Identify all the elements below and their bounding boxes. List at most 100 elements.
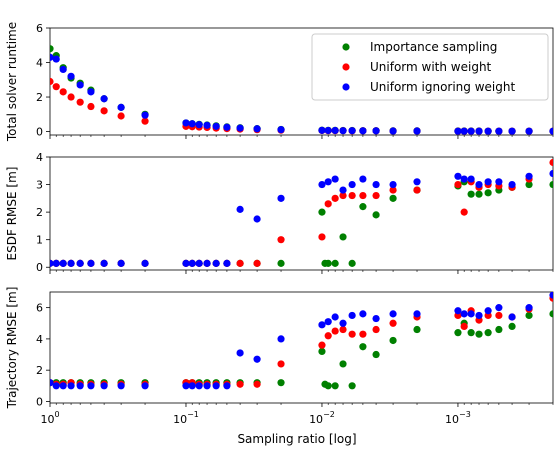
data-point-importance-sampling xyxy=(508,322,516,330)
data-point-uniform-ignoring-weight xyxy=(339,186,347,194)
data-point-uniform-with-weight xyxy=(460,208,468,216)
data-point-uniform-with-weight xyxy=(413,186,421,194)
legend-marker-importance-sampling xyxy=(342,43,350,51)
data-point-uniform-ignoring-weight xyxy=(324,126,332,135)
data-point-uniform-ignoring-weight xyxy=(318,180,326,189)
data-point-uniform-with-weight xyxy=(318,233,326,241)
data-point-uniform-ignoring-weight xyxy=(76,81,84,89)
data-point-uniform-with-weight xyxy=(141,117,149,125)
data-point-uniform-with-weight xyxy=(331,194,339,202)
data-point-uniform-with-weight xyxy=(331,327,339,335)
data-point-uniform-ignoring-weight xyxy=(331,175,339,183)
data-point-importance-sampling xyxy=(324,259,332,267)
data-point-importance-sampling xyxy=(50,45,54,53)
data-point-uniform-with-weight xyxy=(324,200,332,208)
data-point-uniform-with-weight xyxy=(460,322,468,330)
data-point-uniform-ignoring-weight xyxy=(203,121,211,129)
data-point-uniform-ignoring-weight xyxy=(454,127,462,135)
data-point-uniform-ignoring-weight xyxy=(67,259,75,267)
data-point-uniform-ignoring-weight xyxy=(413,310,421,318)
data-point-uniform-ignoring-weight xyxy=(331,313,339,321)
data-point-uniform-with-weight xyxy=(372,325,380,334)
data-point-uniform-ignoring-weight xyxy=(454,307,462,315)
panel-trajectory-rmse-m: 0 2 4 6 Trajectory RMSE [m] xyxy=(5,287,554,409)
x-tick-label: 10−2 xyxy=(309,410,335,426)
data-point-uniform-ignoring-weight xyxy=(460,127,468,135)
data-point-uniform-ignoring-weight xyxy=(372,180,380,189)
data-point-uniform-ignoring-weight xyxy=(467,127,475,135)
data-point-importance-sampling xyxy=(549,180,553,189)
data-point-uniform-ignoring-weight xyxy=(495,178,503,186)
legend-entry-uniform-ignoring-weight: Uniform ignoring weight xyxy=(370,80,515,94)
data-point-uniform-ignoring-weight xyxy=(87,88,95,96)
data-point-uniform-ignoring-weight xyxy=(508,180,516,189)
data-point-importance-sampling xyxy=(372,211,380,219)
data-point-importance-sampling xyxy=(348,259,356,267)
y-axis-label: ESDF RMSE [m] xyxy=(5,167,19,261)
data-point-uniform-ignoring-weight xyxy=(549,127,553,135)
data-point-uniform-ignoring-weight xyxy=(203,259,211,267)
data-point-uniform-ignoring-weight xyxy=(195,259,203,267)
data-point-uniform-with-weight xyxy=(339,325,347,334)
data-point-uniform-ignoring-weight xyxy=(100,259,108,267)
data-point-uniform-ignoring-weight xyxy=(59,65,67,74)
data-point-importance-sampling xyxy=(331,382,339,390)
data-point-uniform-ignoring-weight xyxy=(236,124,244,132)
data-point-uniform-ignoring-weight xyxy=(549,169,553,178)
data-point-uniform-ignoring-weight xyxy=(318,321,326,329)
data-point-uniform-with-weight xyxy=(59,88,67,96)
data-point-uniform-ignoring-weight xyxy=(549,292,553,299)
data-point-uniform-with-weight xyxy=(100,107,108,115)
data-point-uniform-ignoring-weight xyxy=(475,180,483,189)
data-point-uniform-ignoring-weight xyxy=(212,122,220,130)
data-point-uniform-with-weight xyxy=(87,102,95,111)
data-point-uniform-with-weight xyxy=(277,236,285,244)
legend-entry-uniform-with-weight: Uniform with weight xyxy=(370,60,492,74)
data-point-importance-sampling xyxy=(348,382,356,390)
data-point-uniform-with-weight xyxy=(277,360,285,368)
data-point-uniform-ignoring-weight xyxy=(236,349,244,357)
x-tick-label: 10−1 xyxy=(173,410,199,426)
data-point-uniform-ignoring-weight xyxy=(141,111,149,119)
data-point-importance-sampling xyxy=(475,330,483,338)
data-point-uniform-ignoring-weight xyxy=(389,127,397,135)
data-point-uniform-ignoring-weight xyxy=(67,72,75,80)
data-point-uniform-ignoring-weight xyxy=(484,127,492,135)
data-point-uniform-with-weight xyxy=(372,191,380,200)
y-tick-label: 0 xyxy=(36,395,43,408)
data-point-importance-sampling xyxy=(359,343,367,351)
x-tick-label: 100 xyxy=(40,410,59,426)
data-point-uniform-ignoring-weight xyxy=(182,259,190,267)
plot-frame xyxy=(49,156,554,271)
data-point-uniform-ignoring-weight xyxy=(253,125,261,133)
data-point-uniform-ignoring-weight xyxy=(117,382,125,390)
data-point-importance-sampling xyxy=(413,325,421,334)
data-point-importance-sampling xyxy=(525,311,533,320)
data-point-uniform-ignoring-weight xyxy=(348,180,356,189)
data-point-importance-sampling xyxy=(467,329,475,337)
data-point-uniform-ignoring-weight xyxy=(182,382,190,390)
y-tick-label: 4 xyxy=(36,57,43,70)
data-point-uniform-with-weight xyxy=(253,380,261,388)
y-tick-label: 4 xyxy=(36,333,43,346)
y-tick-label: 0 xyxy=(36,261,43,274)
data-point-uniform-with-weight xyxy=(117,112,125,120)
data-point-uniform-ignoring-weight xyxy=(389,180,397,189)
data-point-uniform-ignoring-weight xyxy=(372,314,380,323)
data-point-uniform-ignoring-weight xyxy=(324,318,332,326)
data-point-uniform-ignoring-weight xyxy=(525,172,533,180)
data-point-importance-sampling xyxy=(324,382,332,390)
data-point-uniform-ignoring-weight xyxy=(50,259,54,267)
data-point-uniform-ignoring-weight xyxy=(100,382,108,390)
legend-box xyxy=(311,33,549,101)
data-point-uniform-ignoring-weight xyxy=(389,310,397,318)
data-point-importance-sampling xyxy=(318,347,326,356)
panel-esdf-rmse-m: 0 1 2 3 4 ESDF RMSE [m] xyxy=(5,151,554,274)
data-point-importance-sampling xyxy=(495,325,503,334)
y-tick-label: 2 xyxy=(36,91,43,104)
data-point-uniform-ignoring-weight xyxy=(188,259,196,267)
data-point-uniform-ignoring-weight xyxy=(59,382,67,390)
data-point-uniform-ignoring-weight xyxy=(195,121,203,129)
data-point-uniform-ignoring-weight xyxy=(484,307,492,315)
